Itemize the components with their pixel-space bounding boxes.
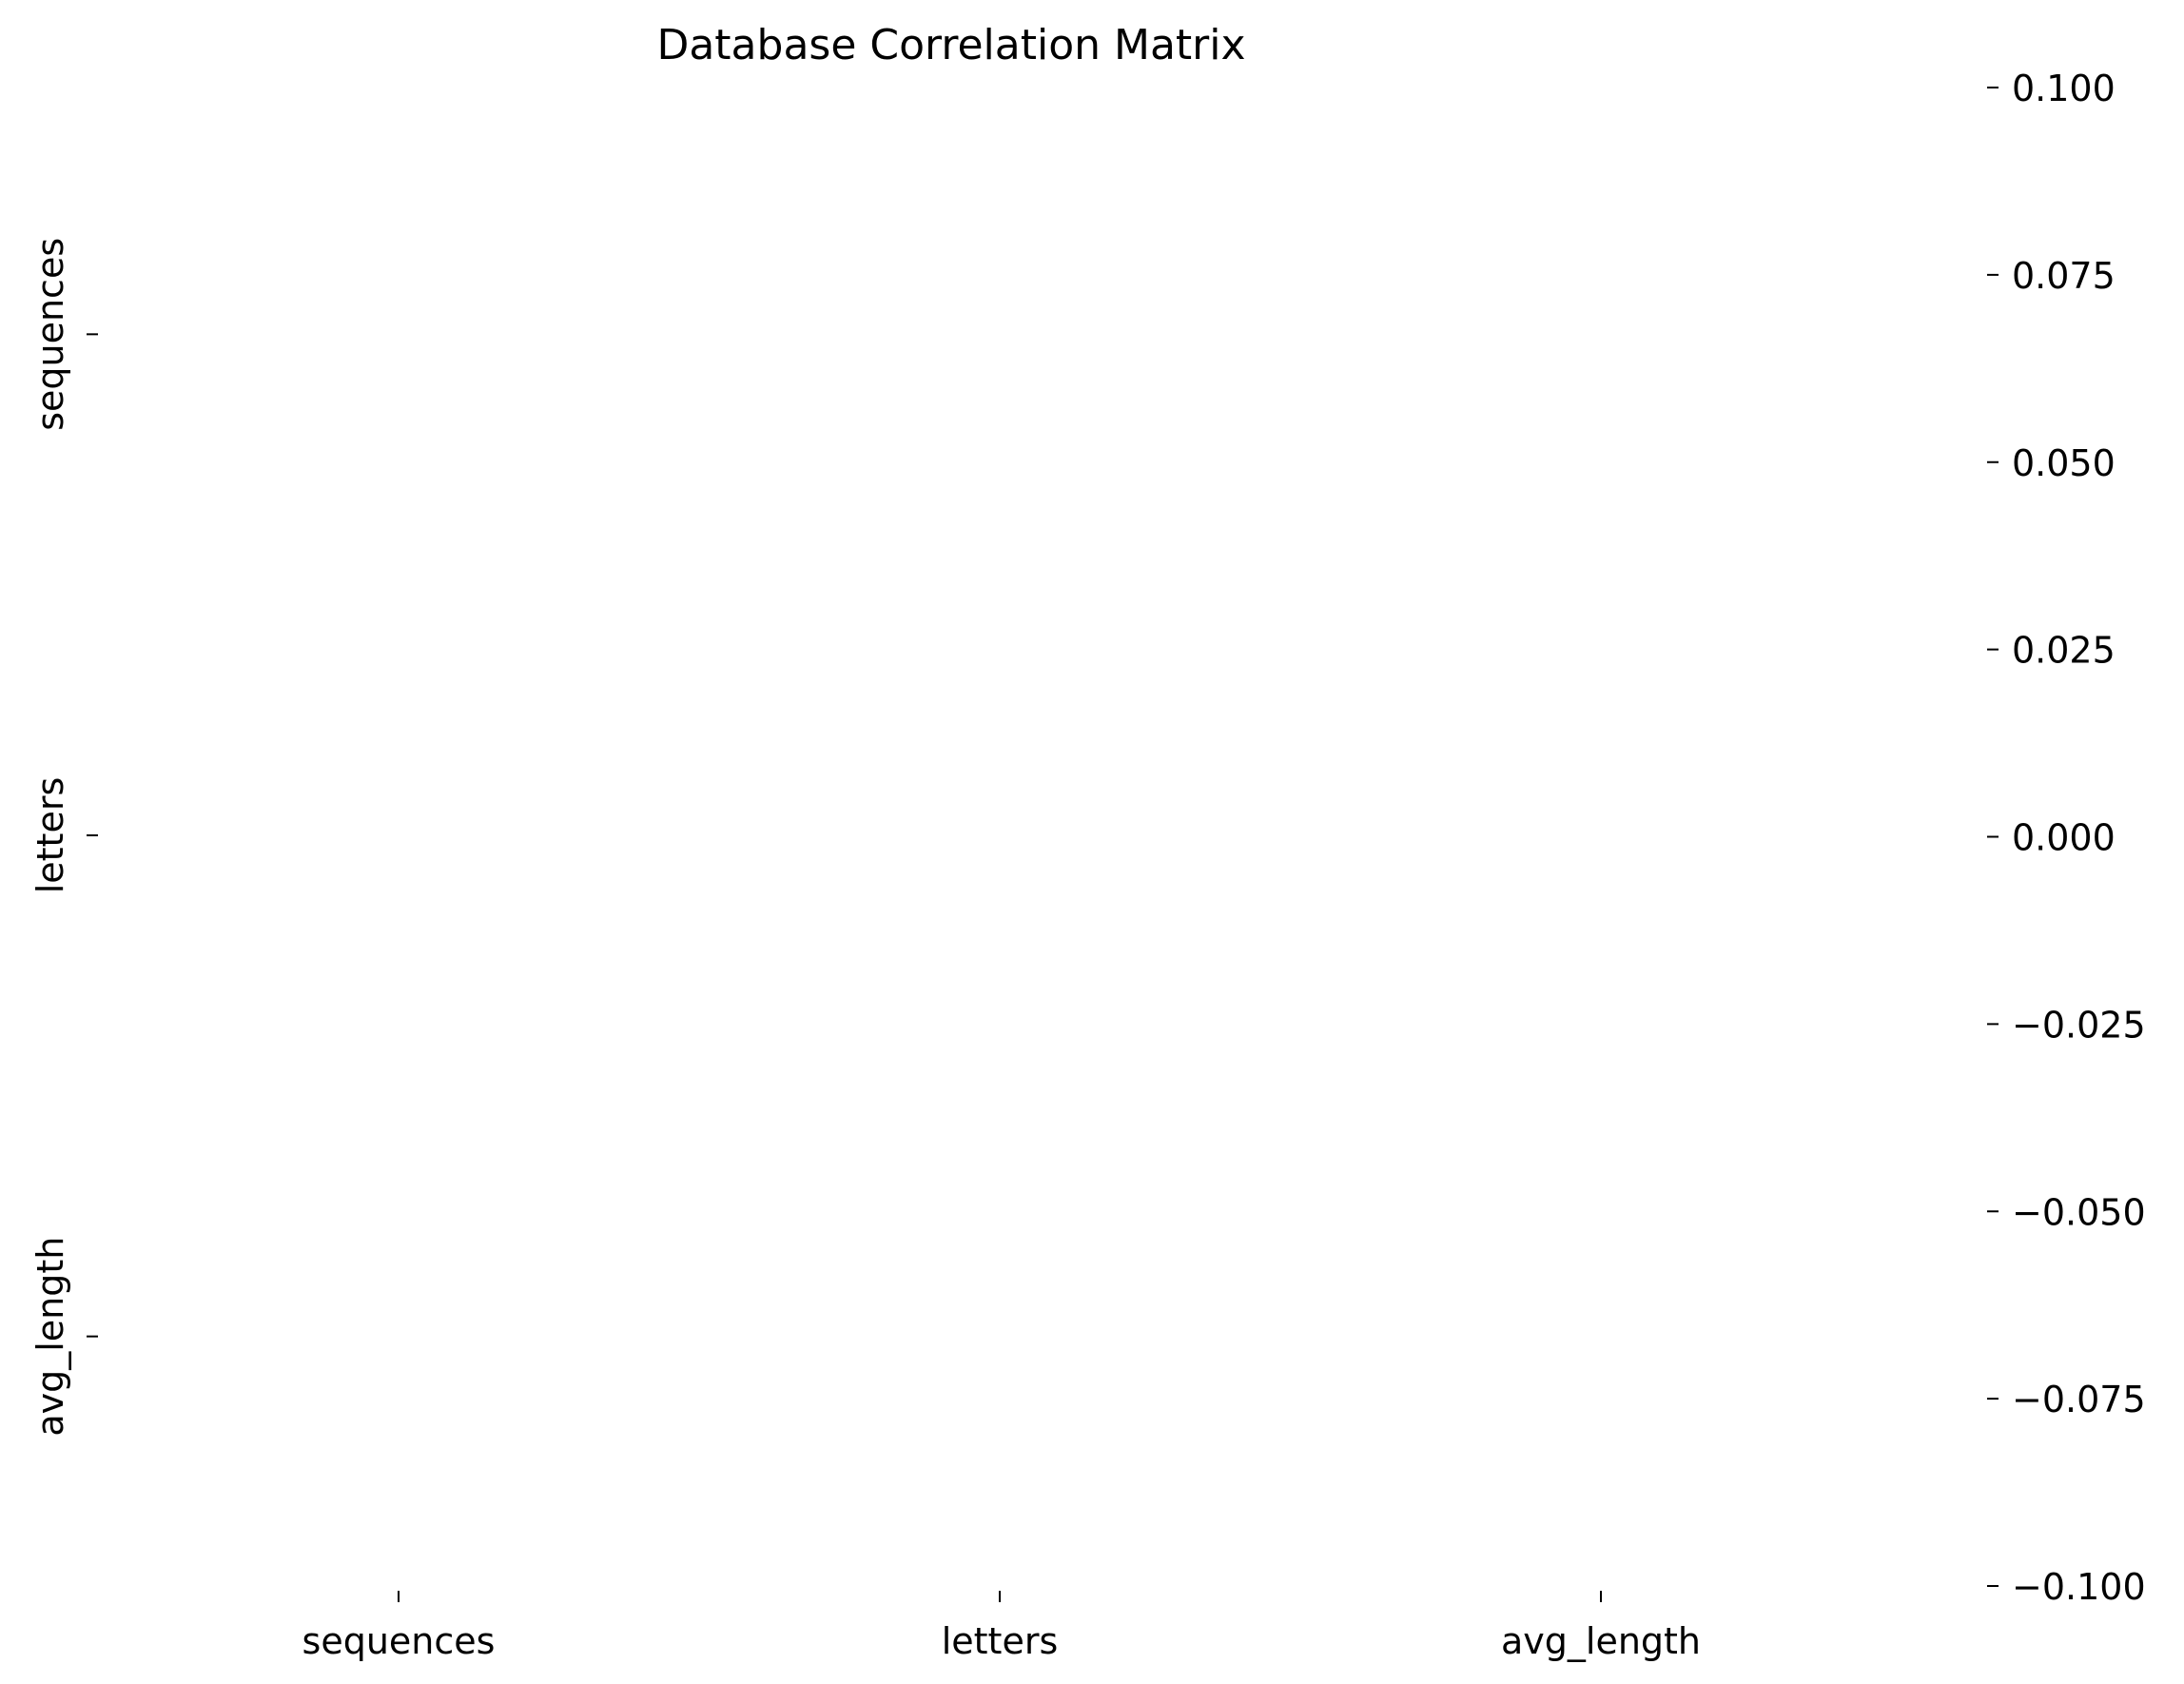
colorbar-tick-label: 0.025	[2012, 630, 2116, 672]
chart-title: Database Correlation Matrix	[656, 21, 1245, 69]
heatmap-cells	[98, 84, 1901, 1587]
colorbar-tick-label: −0.100	[2012, 1566, 2146, 1608]
heatmap-cell	[1300, 1086, 1901, 1587]
colorbar-tick-label: −0.075	[2012, 1379, 2146, 1420]
heatmap-cell	[1300, 585, 1901, 1087]
y-tick-label: letters	[29, 777, 71, 894]
colorbar-tick-label: 0.000	[2012, 817, 2116, 859]
heatmap-cell	[699, 585, 1300, 1087]
heatmap-cell	[699, 84, 1300, 585]
x-tick-label: letters	[942, 1620, 1059, 1662]
colorbar-tick-label: 0.100	[2012, 68, 2116, 109]
colorbar-tick-label: −0.050	[2012, 1191, 2146, 1233]
colorbar: 0.100 0.075 0.050 0.025 0.000 −0.025 −0.050 −0.…	[1987, 68, 2146, 1608]
heatmap-cell	[98, 1086, 699, 1587]
heatmap-cell	[1300, 84, 1901, 585]
heatmap-cell	[98, 84, 699, 585]
y-tick-label: sequences	[29, 238, 71, 431]
y-tick-label: avg_length	[29, 1237, 71, 1437]
colorbar-tick-label: 0.075	[2012, 255, 2116, 297]
heatmap-cell	[98, 585, 699, 1087]
colorbar-tick-label: −0.025	[2012, 1004, 2146, 1046]
y-axis: sequences letters avg_length	[29, 238, 98, 1437]
x-tick-label: sequences	[302, 1620, 496, 1662]
colorbar-tick-label: 0.050	[2012, 442, 2116, 484]
x-axis: sequences letters avg_length	[302, 1591, 1701, 1662]
x-tick-label: avg_length	[1501, 1620, 1701, 1662]
heatmap-cell	[699, 1086, 1300, 1587]
